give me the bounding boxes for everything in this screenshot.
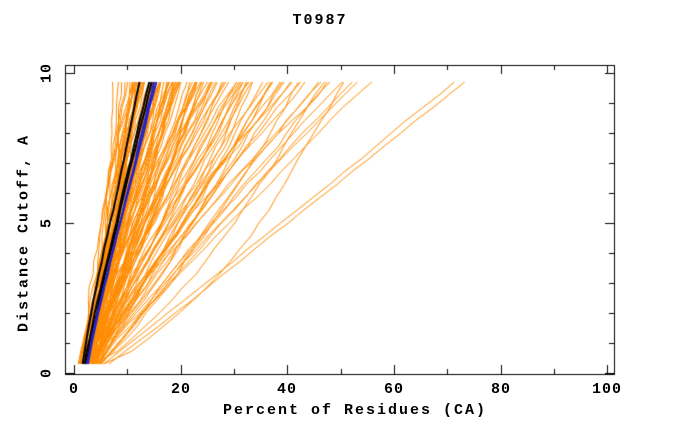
y-tick-label-10: 10 xyxy=(38,62,56,84)
x-tick-label-0: 0 xyxy=(68,381,80,398)
y-tick-label-5: 5 xyxy=(38,217,56,229)
x-axis-label: Percent of Residues (CA) xyxy=(222,402,488,419)
y-tick-label-0: 0 xyxy=(38,367,56,379)
x-tick-label-40: 40 xyxy=(276,381,298,398)
y-axis-label: Distance Cutoff, A xyxy=(15,133,33,333)
plot-title: T0987 xyxy=(292,12,348,29)
x-tick-label-60: 60 xyxy=(383,381,405,398)
x-tick-label-20: 20 xyxy=(170,381,192,398)
x-tick-label-100: 100 xyxy=(591,381,623,398)
x-tick-label-80: 80 xyxy=(490,381,512,398)
